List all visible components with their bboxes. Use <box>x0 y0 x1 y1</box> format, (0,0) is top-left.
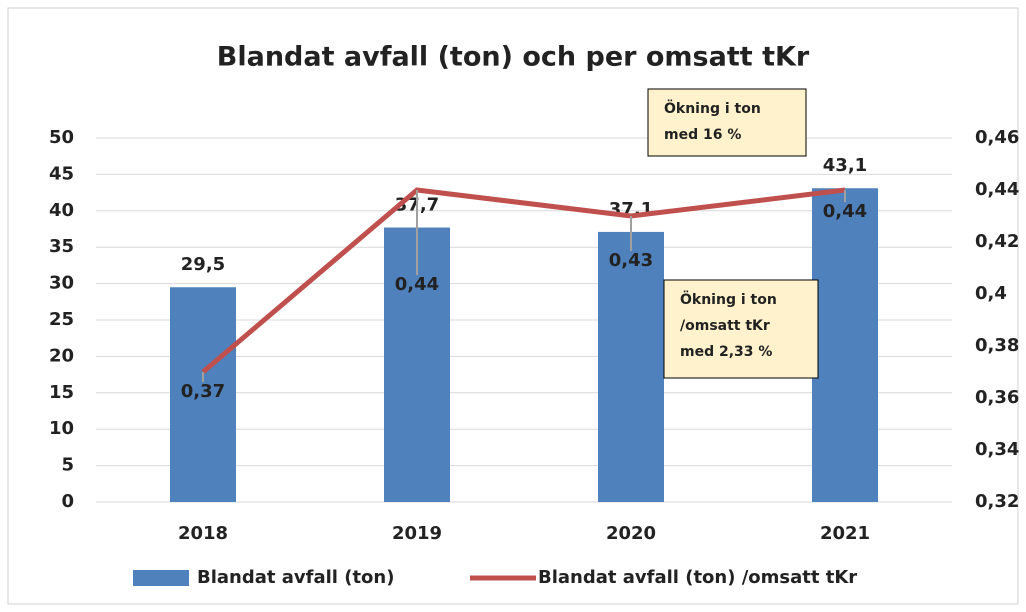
bar <box>170 287 236 502</box>
y2-tick-label: 0,44 <box>975 179 1019 200</box>
y2-tick-label: 0,42 <box>975 231 1019 252</box>
x-tick-label: 2019 <box>392 523 442 544</box>
annotation-text: Ökning i ton <box>680 290 777 308</box>
y-tick-label: 35 <box>49 236 74 257</box>
x-tick-label: 2018 <box>178 523 228 544</box>
y-tick-label: 5 <box>61 455 74 476</box>
line-value-label: 0,43 <box>609 250 653 271</box>
y-tick-label: 40 <box>49 200 74 221</box>
annotation-text: med 16 % <box>664 127 741 143</box>
y-tick-label: 25 <box>49 309 74 330</box>
y2-tick-label: 0,32 <box>975 491 1019 512</box>
y-tick-label: 0 <box>61 491 74 512</box>
y2-tick-label: 0,4 <box>975 283 1007 304</box>
x-tick-label: 2021 <box>820 523 870 544</box>
x-tick-label: 2020 <box>606 523 656 544</box>
chart-title: Blandat avfall (ton) och per omsatt tKr <box>217 42 810 73</box>
line-value-label: 0,44 <box>823 201 867 222</box>
line-value-label: 0,44 <box>395 274 439 295</box>
bar <box>598 231 664 503</box>
annotation-text: /omsatt tKr <box>680 318 770 334</box>
annotation-text: med 2,33 % <box>680 344 772 360</box>
annotation: Ökning i ton/omsatt tKr med 2,33 % <box>663 279 819 379</box>
y-tick-label: 30 <box>49 273 74 294</box>
annotation: Ökning i ton med 16 % <box>647 88 807 157</box>
y-tick-label: 10 <box>49 418 74 439</box>
line <box>201 187 846 374</box>
legend-swatch <box>133 570 189 586</box>
y-tick-label: 45 <box>49 163 74 184</box>
annotation-box <box>663 279 819 379</box>
y2-tick-label: 0,38 <box>975 335 1019 356</box>
y2-tick-label: 0,36 <box>975 387 1019 408</box>
y-tick-label: 50 <box>49 127 74 148</box>
y-tick-label: 20 <box>49 345 74 366</box>
y-tick-label: 15 <box>49 382 74 403</box>
y2-tick-label: 0,46 <box>975 127 1019 148</box>
bar-value-label: 29,5 <box>181 254 225 275</box>
y2-tick-label: 0,34 <box>975 439 1019 460</box>
legend-label: Blandat avfall (ton) /omsatt tKr <box>538 567 857 588</box>
bar <box>812 188 878 502</box>
annotation-box <box>647 88 807 157</box>
bar-value-label: 43,1 <box>823 155 867 176</box>
annotation-text: Ökning i ton <box>664 99 761 117</box>
legend-label: Blandat avfall (ton) <box>197 567 394 588</box>
line-value-label: 0,37 <box>181 381 225 402</box>
